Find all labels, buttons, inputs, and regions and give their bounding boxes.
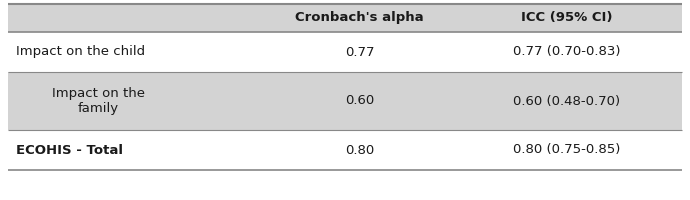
Text: ECOHIS - Total: ECOHIS - Total	[16, 144, 123, 156]
Text: 0.77: 0.77	[345, 46, 374, 58]
Bar	[8, 72, 682, 130]
Bar	[8, 4, 682, 32]
Text: 0.80 (0.75-0.85): 0.80 (0.75-0.85)	[513, 144, 621, 156]
Text: 0.60 (0.48-0.70): 0.60 (0.48-0.70)	[513, 95, 620, 108]
Text: ICC (95% CI): ICC (95% CI)	[521, 11, 613, 24]
Text: Impact on the child: Impact on the child	[16, 46, 145, 58]
Text: Impact on the
family: Impact on the family	[52, 87, 145, 115]
Text: 0.77 (0.70-0.83): 0.77 (0.70-0.83)	[513, 46, 621, 58]
Text: 0.80: 0.80	[345, 144, 374, 156]
Bar	[8, 130, 682, 170]
Text: 0.60: 0.60	[345, 95, 374, 108]
Bar	[8, 32, 682, 72]
Text: Cronbach's alpha: Cronbach's alpha	[295, 11, 424, 24]
